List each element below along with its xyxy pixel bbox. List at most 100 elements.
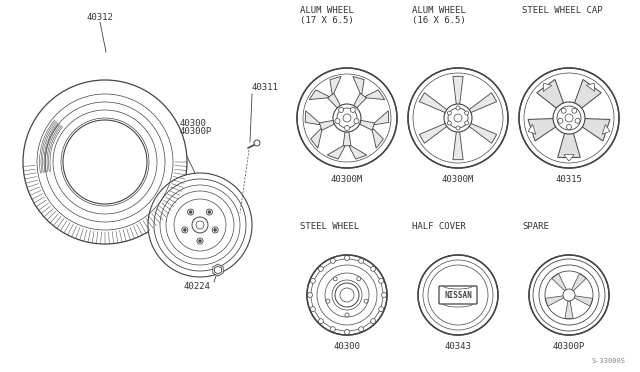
Polygon shape	[419, 93, 447, 113]
Circle shape	[456, 106, 460, 110]
Circle shape	[454, 114, 462, 122]
Polygon shape	[305, 111, 320, 125]
Polygon shape	[349, 146, 367, 159]
Circle shape	[297, 68, 397, 168]
Circle shape	[318, 266, 323, 271]
Circle shape	[340, 288, 354, 302]
Polygon shape	[213, 264, 223, 276]
Text: S-33000S: S-33000S	[592, 358, 626, 364]
Text: 40300: 40300	[333, 342, 360, 351]
Circle shape	[553, 102, 585, 134]
Polygon shape	[552, 273, 566, 291]
Circle shape	[529, 255, 609, 335]
Circle shape	[148, 173, 252, 277]
Polygon shape	[353, 93, 367, 108]
Polygon shape	[453, 76, 463, 105]
Polygon shape	[572, 273, 586, 291]
Circle shape	[166, 191, 234, 259]
Circle shape	[448, 108, 468, 128]
Circle shape	[408, 68, 508, 168]
Polygon shape	[319, 121, 335, 130]
Circle shape	[558, 118, 563, 123]
Text: SPARE: SPARE	[522, 222, 549, 231]
Circle shape	[379, 278, 384, 283]
Circle shape	[371, 319, 376, 324]
Circle shape	[447, 121, 451, 125]
Circle shape	[371, 266, 376, 271]
Polygon shape	[565, 301, 573, 319]
Circle shape	[572, 108, 577, 113]
Polygon shape	[353, 76, 364, 94]
Circle shape	[465, 121, 468, 125]
Polygon shape	[374, 111, 388, 125]
Circle shape	[174, 199, 226, 251]
Text: 40315: 40315	[556, 175, 582, 184]
Circle shape	[565, 114, 573, 122]
Polygon shape	[468, 93, 497, 113]
Circle shape	[358, 258, 364, 263]
Circle shape	[307, 255, 387, 335]
Circle shape	[364, 299, 368, 303]
Polygon shape	[602, 124, 610, 134]
Circle shape	[154, 179, 246, 271]
Text: 40300P: 40300P	[180, 127, 212, 136]
Circle shape	[456, 126, 460, 130]
Polygon shape	[537, 80, 564, 108]
Circle shape	[339, 108, 344, 112]
Circle shape	[566, 125, 572, 129]
Circle shape	[182, 227, 188, 233]
Circle shape	[335, 283, 359, 307]
Circle shape	[418, 255, 498, 335]
Text: 40300M: 40300M	[442, 175, 474, 184]
Circle shape	[330, 327, 335, 332]
Circle shape	[208, 211, 211, 214]
Circle shape	[183, 228, 186, 231]
Circle shape	[160, 185, 240, 265]
Circle shape	[345, 313, 349, 317]
Polygon shape	[564, 155, 574, 161]
Text: HALF COVER: HALF COVER	[412, 222, 466, 231]
Circle shape	[444, 104, 472, 132]
Circle shape	[189, 211, 192, 214]
Circle shape	[354, 119, 359, 124]
Polygon shape	[453, 131, 463, 160]
Circle shape	[212, 227, 218, 233]
Text: STEEL WHEEL: STEEL WHEEL	[300, 222, 359, 231]
Circle shape	[335, 119, 340, 124]
Text: STEEL WHEEL CAP: STEEL WHEEL CAP	[522, 6, 603, 15]
Text: 40300: 40300	[180, 119, 207, 128]
Circle shape	[350, 108, 355, 112]
Polygon shape	[582, 119, 610, 141]
Text: ALUM WHEEL
(17 X 6.5): ALUM WHEEL (17 X 6.5)	[300, 6, 354, 25]
Circle shape	[188, 209, 193, 215]
Circle shape	[307, 292, 312, 298]
Text: 40311: 40311	[252, 83, 279, 92]
Polygon shape	[310, 128, 322, 148]
Circle shape	[207, 209, 212, 215]
Polygon shape	[586, 83, 595, 92]
Circle shape	[519, 68, 619, 168]
Text: 40300P: 40300P	[553, 342, 585, 351]
Polygon shape	[419, 123, 447, 143]
Text: 40224: 40224	[184, 282, 211, 291]
Circle shape	[447, 111, 451, 115]
Text: ALUM WHEEL
(16 X 6.5): ALUM WHEEL (16 X 6.5)	[412, 6, 466, 25]
Polygon shape	[557, 134, 580, 157]
Text: 40312: 40312	[86, 13, 113, 22]
Circle shape	[344, 330, 349, 334]
Circle shape	[358, 327, 364, 332]
Polygon shape	[327, 146, 345, 159]
Circle shape	[557, 106, 581, 130]
Polygon shape	[575, 80, 602, 108]
Circle shape	[356, 277, 361, 281]
Circle shape	[575, 118, 580, 123]
Circle shape	[330, 258, 335, 263]
Polygon shape	[330, 76, 341, 94]
FancyBboxPatch shape	[439, 286, 477, 304]
Circle shape	[196, 221, 204, 229]
Polygon shape	[343, 132, 351, 146]
Polygon shape	[309, 90, 329, 100]
Circle shape	[214, 228, 217, 231]
Circle shape	[333, 104, 361, 132]
Polygon shape	[372, 128, 383, 148]
